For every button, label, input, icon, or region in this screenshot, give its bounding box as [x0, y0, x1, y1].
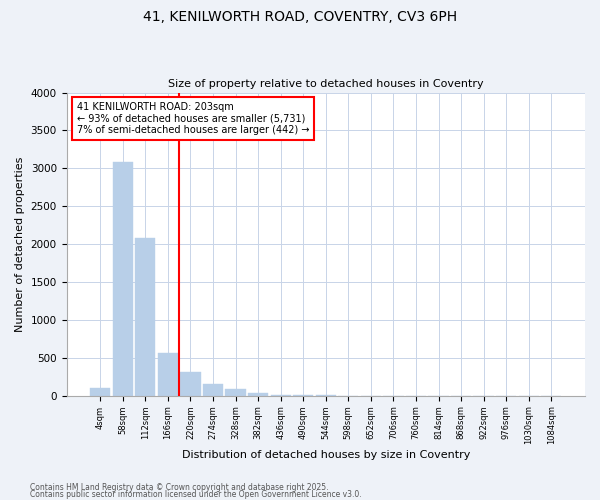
Bar	[248, 392, 268, 396]
Bar	[181, 372, 200, 396]
Text: 41 KENILWORTH ROAD: 203sqm
← 93% of detached houses are smaller (5,731)
7% of se: 41 KENILWORTH ROAD: 203sqm ← 93% of deta…	[77, 102, 310, 135]
Bar	[158, 352, 178, 396]
X-axis label: Distribution of detached houses by size in Coventry: Distribution of detached houses by size …	[182, 450, 470, 460]
Title: Size of property relative to detached houses in Coventry: Size of property relative to detached ho…	[168, 79, 484, 89]
Bar	[135, 238, 155, 396]
Bar	[90, 388, 110, 396]
Text: Contains HM Land Registry data © Crown copyright and database right 2025.: Contains HM Land Registry data © Crown c…	[30, 484, 329, 492]
Bar	[203, 384, 223, 396]
Bar	[293, 395, 313, 396]
Text: Contains public sector information licensed under the Open Government Licence v3: Contains public sector information licen…	[30, 490, 362, 499]
Bar	[113, 162, 133, 396]
Y-axis label: Number of detached properties: Number of detached properties	[15, 156, 25, 332]
Bar	[226, 389, 246, 396]
Bar	[271, 394, 291, 396]
Text: 41, KENILWORTH ROAD, COVENTRY, CV3 6PH: 41, KENILWORTH ROAD, COVENTRY, CV3 6PH	[143, 10, 457, 24]
